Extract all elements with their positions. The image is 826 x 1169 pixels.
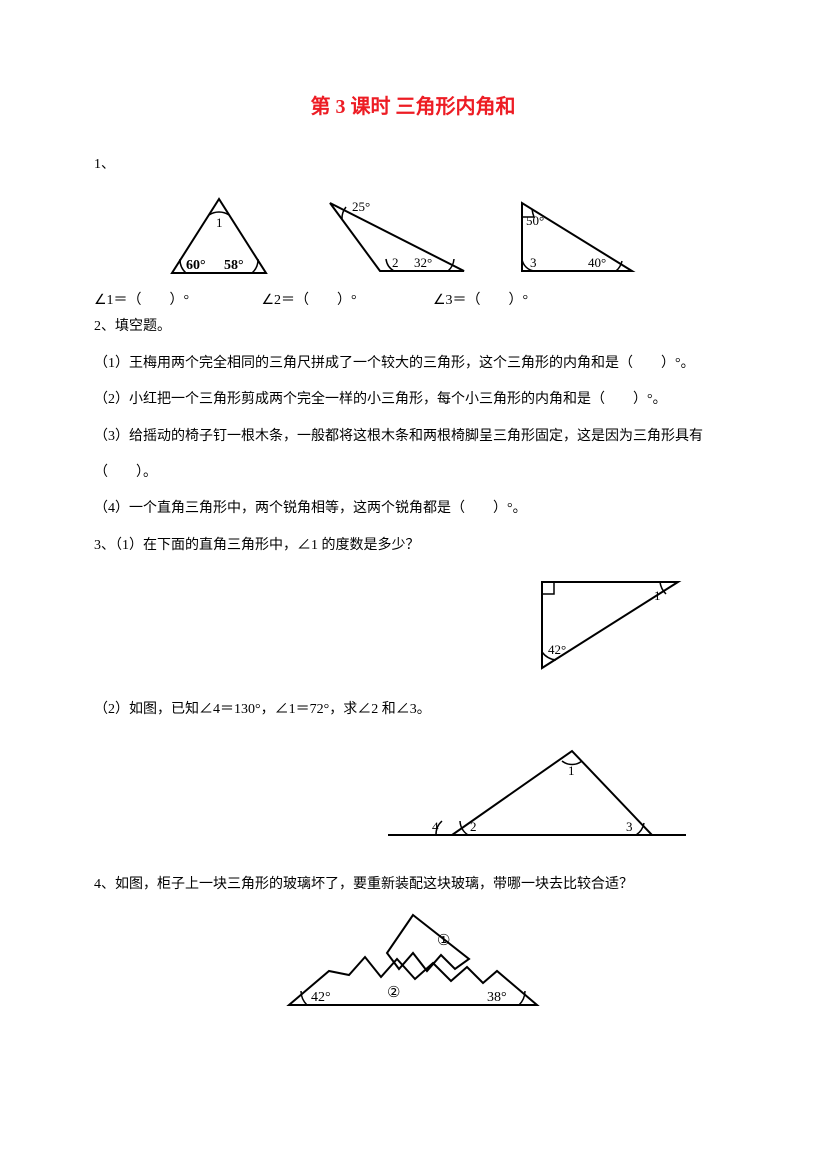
q2-i1: （1）王梅用两个完全相同的三角尺拼成了一个较大的三角形，这个三角形的内角和是（ …: [94, 346, 732, 382]
cap2: ∠2＝（ ）°: [262, 289, 430, 309]
q3t-ang: 42°: [548, 642, 566, 657]
q2-head: 2、填空题。: [94, 309, 732, 345]
t2-top: 25°: [352, 199, 370, 214]
t2-r: 32°: [414, 255, 432, 270]
q4-p: 4、如图，柜子上一块三角形的玻璃坏了，要重新装配这块玻璃，带哪一块去比较合适？: [94, 867, 732, 903]
q3b-n4: 4: [432, 819, 439, 834]
q1-figures: 1 60° 58° 25° 2 32°: [154, 193, 732, 283]
t3-r: 40°: [588, 255, 606, 270]
q4-l: 42°: [311, 990, 331, 1005]
t1-top: 1: [216, 215, 223, 230]
q3t-top: 1: [654, 588, 661, 603]
q4-a: ①: [437, 933, 450, 949]
q2-i2: （2）小红把一个三角形剪成两个完全一样的小三角形，每个小三角形的内角和是（ ）°…: [94, 382, 732, 418]
t1-a2: 58°: [224, 258, 244, 273]
q2-i4: （4）一个直角三角形中，两个锐角相等，这两个锐角都是（ ）°。: [94, 491, 732, 527]
cap3: ∠3＝（ ）°: [433, 289, 528, 309]
q3-p1: 3、（1）在下面的直角三角形中，∠1 的度数是多少？: [94, 528, 732, 564]
t3-top: 50°: [526, 213, 544, 228]
t2-mid: 2: [392, 255, 399, 270]
t1-a1: 60°: [186, 258, 206, 273]
cap1: ∠1＝（ ）°: [94, 289, 258, 309]
q3b-n1: 1: [568, 763, 575, 778]
q3-triangle-2: 1 2 3 4: [382, 735, 692, 855]
triangle-3: 50° 3 40°: [504, 193, 644, 283]
t3-mid: 3: [530, 255, 537, 270]
q2-i3: （3）给摇动的椅子钉一根木条，一般都将这根木条和两根椅脚呈三角形固定，这是因为三…: [94, 419, 732, 492]
triangle-1: 1 60° 58°: [154, 193, 284, 283]
triangle-2: 25° 2 32°: [314, 193, 474, 283]
q4-r: 38°: [487, 990, 507, 1005]
q4-b: ②: [387, 985, 400, 1001]
q3-p2: （2）如图，已知∠4＝130°，∠1＝72°，求∠2 和∠3。: [94, 692, 732, 728]
q1-captions: ∠1＝（ ）° ∠2＝（ ）° ∠3＝（ ）°: [94, 289, 732, 309]
q3b-n3: 3: [626, 819, 633, 834]
q4-figure: 42° 38° ① ②: [273, 909, 553, 1019]
page-title: 第 3 课时 三角形内角和: [94, 90, 732, 119]
q1-number: 1、: [94, 147, 732, 183]
q3-triangle-1: 1 42°: [522, 570, 692, 680]
q3b-n2: 2: [470, 819, 477, 834]
